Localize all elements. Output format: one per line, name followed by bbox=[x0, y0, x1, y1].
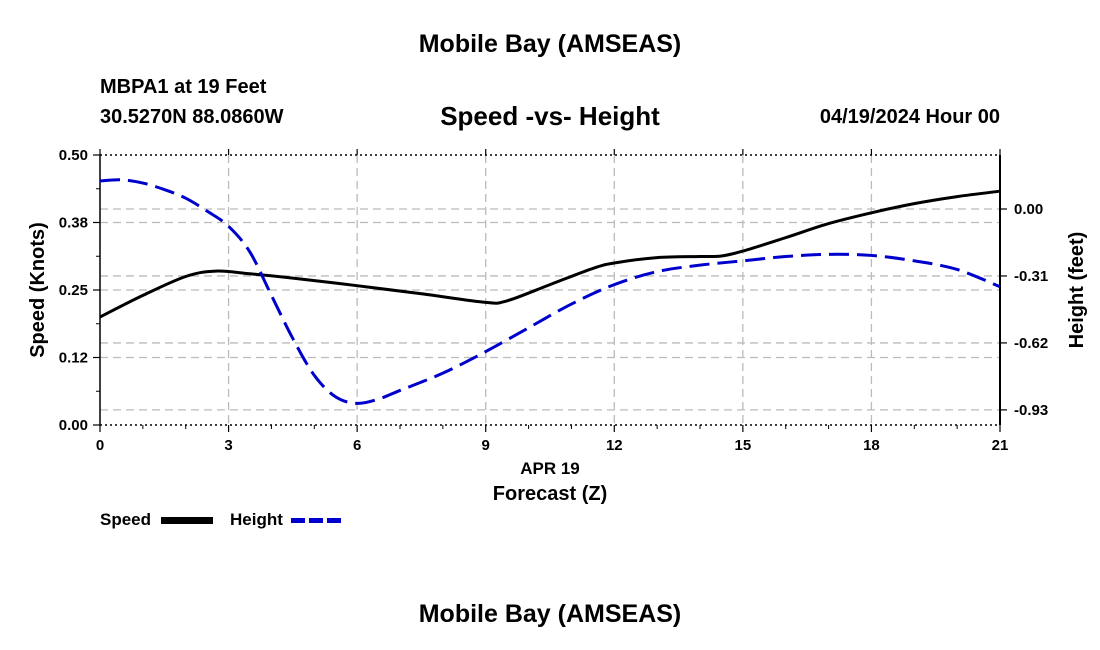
y-tick-label-right: 0.00 bbox=[1014, 201, 1043, 218]
station-coordinates: 30.5270N 88.0860W bbox=[100, 106, 284, 128]
y-tick-label-right: -0.62 bbox=[1014, 335, 1048, 352]
x-tick-label: 12 bbox=[606, 437, 623, 454]
station-label: MBPA1 at 19 Feet bbox=[100, 76, 267, 98]
y-tick-label-right: -0.31 bbox=[1014, 268, 1048, 285]
y-tick-label-left: 0.25 bbox=[59, 282, 88, 299]
x-tick-label: 3 bbox=[224, 437, 232, 454]
y-axis-title-left: Speed (Knots) bbox=[27, 222, 49, 358]
x-tick-label: 15 bbox=[735, 437, 752, 454]
height-series-line bbox=[99, 178, 1001, 405]
speed-series-line bbox=[99, 189, 1001, 319]
legend-speed-label: Speed bbox=[100, 510, 152, 529]
x-date-label: APR 19 bbox=[520, 459, 580, 478]
footer-title: Mobile Bay (AMSEAS) bbox=[418, 600, 682, 628]
x-tick-label: 18 bbox=[863, 437, 880, 454]
x-tick-label: 9 bbox=[482, 437, 490, 454]
legend-height-label: Height bbox=[230, 510, 283, 529]
y-tick-label-left: 0.12 bbox=[59, 350, 88, 367]
y-tick-label-right: -0.93 bbox=[1014, 402, 1048, 419]
y-tick-label-left: 0.38 bbox=[59, 215, 88, 232]
y-tick-label-left: 0.50 bbox=[59, 147, 88, 164]
y-axis-title-right: Height (feet) bbox=[1066, 232, 1088, 349]
legend-speed-swatch bbox=[161, 517, 213, 524]
x-tick-label: 21 bbox=[992, 437, 1009, 454]
x-tick-label: 0 bbox=[96, 437, 104, 454]
x-tick-label: 6 bbox=[353, 437, 361, 454]
y-tick-label-left: 0.00 bbox=[59, 417, 88, 434]
chart-title: Speed -vs- Height bbox=[440, 101, 660, 131]
run-time-label: 04/19/2024 Hour 00 bbox=[819, 106, 1000, 128]
x-axis-title: Forecast (Z) bbox=[493, 483, 607, 505]
legend-height-swatch bbox=[291, 518, 343, 523]
main-title: Mobile Bay (AMSEAS) bbox=[418, 30, 682, 58]
